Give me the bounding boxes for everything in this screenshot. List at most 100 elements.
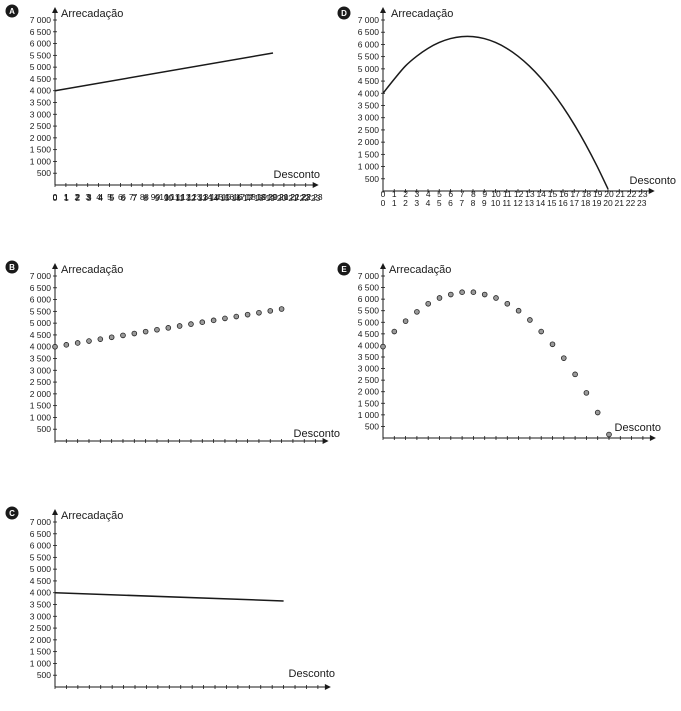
- y-axis-arrow: [52, 263, 58, 269]
- x-tick-label: 15: [548, 189, 558, 199]
- x-tick-label: 16: [225, 192, 235, 202]
- y-tick-label: 2 000: [30, 389, 52, 399]
- data-point: [481, 291, 488, 298]
- badge-circle: [5, 260, 19, 274]
- data-point: [380, 343, 386, 350]
- y-tick-label: 4 500: [358, 76, 380, 86]
- chart-badge: C: [5, 506, 19, 520]
- x-tick-label: 18: [581, 198, 591, 208]
- x-tick-label: 17: [570, 198, 580, 208]
- x-tick-label: 18: [256, 192, 266, 202]
- x-axis-arrow: [648, 188, 655, 194]
- x-tick-label: 3: [87, 192, 92, 202]
- y-tick-label: 5 000: [30, 564, 52, 574]
- data-point: [199, 319, 206, 325]
- x-tick-label: 1: [64, 192, 69, 202]
- x-tick-label: 3: [415, 189, 420, 199]
- x-tick-label: 21: [615, 198, 625, 208]
- chart-panel-b: B Arrecadação Desconto 500 1 000 1 500 2 000 2 …: [0, 193, 345, 466]
- y-tick-label: 6 500: [358, 27, 380, 37]
- x-tick-label: 16: [559, 189, 569, 199]
- x-tick-label: 19: [257, 192, 267, 202]
- series-line: [382, 35, 609, 190]
- data-point: [176, 323, 183, 329]
- x-tick-label: 5: [437, 189, 442, 199]
- y-tick-label: 7 000: [30, 15, 52, 25]
- data-point: [267, 308, 274, 314]
- y-tick-label: 6 000: [358, 294, 380, 304]
- y-axis-arrow: [380, 7, 386, 13]
- y-tick-label: 3 500: [358, 101, 380, 111]
- x-tick-label: 13: [525, 198, 535, 208]
- data-point: [63, 342, 70, 348]
- y-tick-label: 1 500: [30, 647, 52, 657]
- data-point: [515, 307, 522, 314]
- x-tick-label: 20: [279, 192, 289, 202]
- x-tick-label: 6: [121, 192, 126, 202]
- x-tick-label: 22: [626, 198, 636, 208]
- x-tick-label: 8: [471, 189, 476, 199]
- y-tick-label: 5 500: [358, 52, 380, 62]
- x-tick-label: 7: [459, 198, 464, 208]
- data-point: [414, 309, 420, 315]
- badge-circle: [337, 6, 351, 20]
- x-tick-label: 1: [64, 192, 69, 202]
- data-point: [470, 289, 477, 295]
- chart-panel-c: C Arrecadação Desconto 500 1 000 1 500 2 000 2 …: [0, 192, 345, 711]
- y-tick-label: 7 000: [30, 517, 52, 527]
- y-tick-label: 500: [365, 174, 379, 184]
- data-point: [244, 311, 251, 318]
- y-tick-label: 7 000: [358, 271, 380, 281]
- x-tick-label: 4: [98, 193, 103, 203]
- y-tick-label: 1 000: [30, 658, 52, 668]
- y-tick-label: 5 000: [30, 62, 52, 72]
- x-tick-label: 11: [176, 192, 185, 202]
- x-tick-label: 20: [603, 198, 613, 208]
- y-tick-label: 6 500: [30, 529, 52, 539]
- data-point: [97, 336, 104, 342]
- y-tick-label: 5 000: [358, 64, 380, 74]
- x-tick-label: 23: [637, 198, 647, 208]
- y-tick-label: 2 500: [30, 121, 52, 131]
- badge-letter: A: [9, 7, 15, 16]
- x-tick-label: 11: [503, 189, 512, 199]
- x-tick-label: 6: [118, 192, 123, 202]
- y-tick-label: 1 000: [358, 162, 380, 172]
- y-tick-label: 2 500: [358, 375, 380, 385]
- y-tick-label: 3 500: [30, 600, 52, 610]
- x-tick-label: 17: [236, 192, 246, 202]
- data-point: [222, 315, 228, 322]
- x-tick-label: 16: [558, 198, 568, 208]
- x-tick-label: 18: [246, 192, 256, 202]
- x-tick-label: 12: [187, 192, 197, 202]
- x-tick-label: 9: [482, 198, 487, 208]
- y-tick-label: 4 500: [30, 330, 52, 340]
- x-tick-label: 7: [129, 192, 134, 202]
- y-tick-label: 5 500: [30, 50, 52, 60]
- x-tick-label: 21: [279, 192, 289, 202]
- chart-panel-a: A Arrecadação Desconto 500 1 000 1 500 2 000 2 …: [0, 0, 330, 205]
- x-axis-label: Desconto: [274, 169, 320, 181]
- data-point: [606, 431, 612, 438]
- badge-letter: B: [9, 263, 15, 272]
- x-tick-label: 2: [403, 198, 408, 208]
- x-tick-label: 6: [448, 189, 453, 199]
- x-tick-label: 11: [170, 192, 179, 202]
- y-tick-label: 2 000: [358, 387, 380, 397]
- y-tick-label: 2 000: [30, 133, 52, 143]
- data-point: [165, 325, 172, 331]
- x-axis-arrow: [649, 435, 656, 441]
- y-tick-label: 1 500: [358, 398, 380, 408]
- y-tick-label: 4 000: [30, 588, 52, 598]
- y-tick-label: 5 000: [30, 318, 52, 328]
- x-tick-label: 5: [109, 193, 114, 203]
- y-tick-label: 4 000: [358, 88, 380, 98]
- data-point: [572, 371, 578, 378]
- y-tick-label: 6 000: [30, 39, 52, 49]
- x-tick-label: 0: [381, 198, 386, 208]
- y-axis-arrow: [380, 263, 386, 269]
- x-tick-label: 15: [214, 192, 224, 202]
- x-tick-label: 22: [300, 193, 310, 203]
- x-tick-label: 10: [491, 198, 501, 208]
